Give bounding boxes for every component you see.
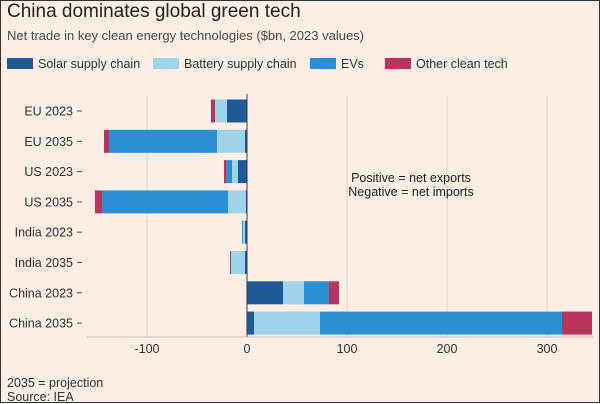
legend-label-other: Other clean tech: [416, 57, 508, 71]
bar-segment: [226, 160, 232, 184]
bar-segment: [238, 160, 247, 184]
bar-segment: [562, 311, 592, 335]
bar-segment: [329, 281, 339, 305]
bars: [95, 99, 592, 335]
bar-segment: [228, 190, 246, 214]
legend-swatch-other: [385, 58, 411, 69]
bar-segment: [245, 129, 247, 153]
x-tick-label: 200: [437, 342, 458, 356]
legend-label-battery: Battery supply chain: [184, 57, 297, 71]
bar-segment: [245, 251, 247, 274]
legend-label-evs: EVs: [341, 57, 364, 71]
axes: -100 0 100 200 300 EU 2023 EU 2035 US 2023 US 20…: [9, 94, 593, 356]
bar-segment: [224, 160, 226, 184]
bar-segment: [231, 251, 245, 274]
bar-segment: [320, 311, 562, 335]
chart-title: China dominates global green tech: [7, 1, 301, 22]
x-tick-label: 300: [537, 342, 558, 356]
category-label: US 2023: [24, 165, 73, 179]
category-label: India 2023: [15, 226, 73, 240]
footnote: 2035 = projection: [7, 376, 104, 390]
bar-segment: [247, 311, 254, 335]
x-tick-label: 0: [244, 342, 251, 356]
bar-segment: [104, 129, 109, 153]
bar-segment: [245, 220, 247, 244]
chart-subtitle: Net trade in key clean energy technologi…: [7, 28, 364, 43]
bar-segment: [215, 99, 227, 123]
legend-swatch-evs: [310, 58, 336, 69]
annotation-net-imports: Negative = net imports: [348, 185, 473, 199]
bar-segment: [217, 129, 245, 153]
source-note: Source: IEA: [7, 390, 74, 404]
bar-segment: [227, 99, 247, 123]
legend-swatch-solar: [7, 58, 33, 69]
bar-segment: [242, 220, 243, 244]
bar-segment: [243, 220, 245, 244]
bar-segment: [254, 311, 320, 335]
bar-segment: [109, 129, 217, 153]
category-label: EU 2023: [24, 105, 73, 119]
bar-segment: [304, 281, 329, 305]
bar-segment: [247, 281, 283, 305]
legend-label-solar: Solar supply chain: [38, 57, 141, 71]
bar-segment: [230, 251, 231, 274]
category-label: India 2035: [15, 256, 73, 270]
bar-segment: [102, 190, 228, 214]
category-label: EU 2035: [24, 135, 73, 149]
bar-segment: [232, 160, 238, 184]
category-label: China 2023: [9, 286, 73, 300]
bar-segment: [283, 281, 304, 305]
x-tick-label: -100: [134, 342, 159, 356]
category-label: US 2035: [24, 195, 73, 209]
bar-segment: [95, 190, 102, 214]
x-tick-label: 100: [337, 342, 358, 356]
bar-segment: [211, 99, 215, 123]
annotation-net-exports: Positive = net exports: [351, 171, 471, 185]
category-label: China 2035: [9, 317, 73, 331]
legend-swatch-battery: [153, 58, 179, 69]
